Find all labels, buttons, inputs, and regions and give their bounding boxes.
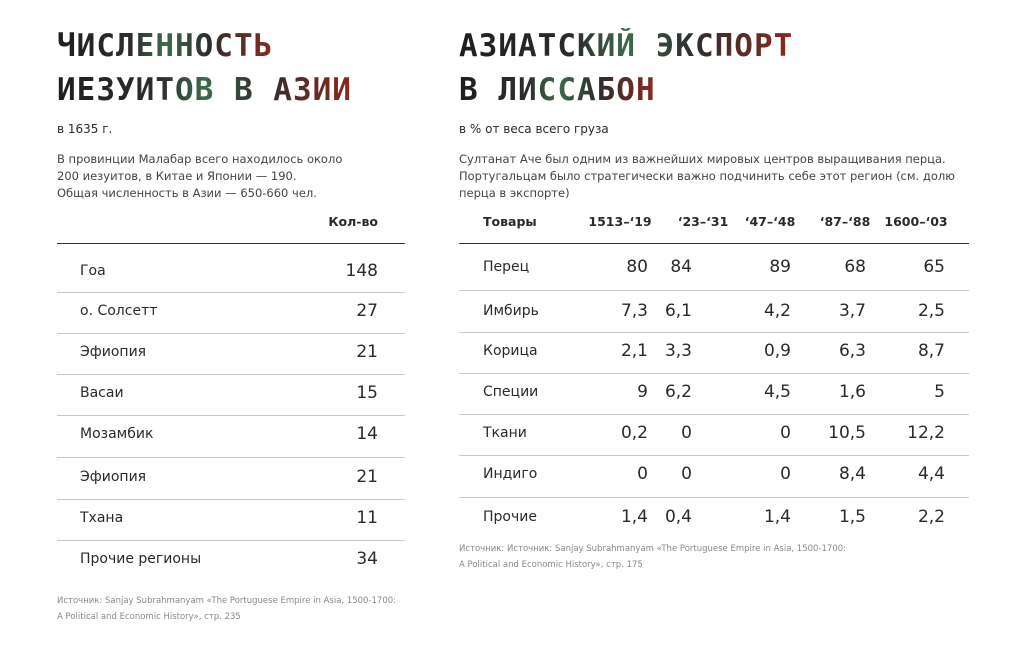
title-line: ИЕЗУИТОВ В АЗИИ [57, 72, 352, 108]
column-header: 1513–‘19 [588, 214, 652, 229]
row-value: 3,3 [664, 341, 692, 361]
description-line: Португальцам было стратегически важно по… [459, 169, 955, 183]
row-value: 1,4 [620, 507, 648, 527]
source-line: Источник: Sanjay Subrahmanyam «The Portu… [57, 596, 397, 606]
divider [459, 454, 969, 456]
column-header: ‘47–‘48 [744, 214, 796, 229]
row-value: 0 [780, 423, 791, 443]
row-value: 0 [681, 423, 692, 443]
divider [57, 539, 405, 541]
divider [57, 243, 405, 244]
row-label: Перец [483, 259, 530, 275]
description-line: Общая численность в Азии — 650-660 чел. [57, 186, 317, 200]
row-value: 1,5 [838, 507, 866, 527]
row-value: 14 [356, 424, 378, 444]
column-header: Кол-во [328, 214, 378, 229]
row-value: 65 [923, 257, 945, 277]
row-value: 4,5 [763, 382, 791, 402]
row-label: Эфиопия [80, 469, 147, 485]
row-value: 0,4 [664, 507, 692, 527]
row-value: 34 [356, 549, 378, 569]
divider [57, 498, 405, 500]
row-value: 11 [356, 508, 378, 528]
row-value: 6,2 [664, 382, 692, 402]
divider [459, 372, 969, 374]
row-value: 7,3 [620, 301, 648, 321]
row-label: Гоа [80, 263, 106, 279]
title-line: АЗИАТСКИЙ ЭКСПОРТ [459, 28, 794, 64]
divider [459, 332, 969, 333]
divider [57, 373, 405, 375]
row-label: Ткани [483, 425, 527, 441]
row-value: 148 [345, 261, 378, 281]
divider [57, 414, 405, 416]
row-value: 89 [769, 257, 791, 277]
row-label: Васаи [80, 385, 124, 401]
row-value: 80 [626, 257, 648, 277]
column-header: ‘87–‘88 [819, 214, 871, 229]
row-value: 2,2 [917, 507, 945, 527]
row-label: Мозамбик [80, 426, 154, 442]
description-line: Султанат Аче был одним из важнейших миро… [459, 152, 946, 166]
row-value: 6,1 [664, 301, 692, 321]
row-value: 8,7 [917, 341, 945, 361]
row-value: 0 [780, 464, 791, 484]
row-value: 0 [681, 464, 692, 484]
row-label: Эфиопия [80, 344, 147, 360]
description-line: перца в экспорте) [459, 186, 570, 200]
description-line: 200 иезуитов, в Китае и Японии — 190. [57, 169, 297, 183]
row-value: 3,7 [838, 301, 866, 321]
row-label: Тхана [80, 510, 124, 526]
divider [57, 456, 405, 458]
row-label: Индиго [483, 466, 538, 482]
row-value: 2,1 [620, 341, 648, 361]
row-value: 2,5 [917, 301, 945, 321]
row-value: 21 [356, 467, 378, 487]
description-line: В провинции Малабар всего находилось око… [57, 152, 343, 166]
row-value: 4,2 [763, 301, 791, 321]
row-value: 5 [934, 382, 945, 402]
row-value: 0,9 [763, 341, 791, 361]
row-value: 27 [356, 301, 378, 321]
row-value: 0,2 [620, 423, 648, 443]
row-label: Прочие регионы [80, 551, 202, 567]
row-value: 1,6 [838, 382, 866, 402]
divider [459, 413, 969, 415]
row-value: 68 [844, 257, 866, 277]
row-value: 21 [356, 342, 378, 362]
row-label: о. Солсетт [80, 303, 158, 319]
divider [57, 292, 405, 293]
row-label: Корица [483, 343, 538, 359]
subtitle: в 1635 г. [57, 122, 113, 136]
row-value: 1,4 [763, 507, 791, 527]
row-value: 10,5 [828, 423, 866, 443]
divider [459, 290, 969, 291]
row-label: Прочие [483, 509, 537, 525]
source-line: A Political and Economic History», стр. … [459, 560, 643, 570]
divider [57, 332, 405, 334]
row-label: Специи [483, 384, 539, 400]
column-header: Товары [483, 214, 537, 229]
title-line: В ЛИССАБОН [459, 72, 656, 108]
row-value: 8,4 [838, 464, 866, 484]
row-value: 15 [356, 383, 378, 403]
row-value: 12,2 [907, 423, 945, 443]
column-header: 1600–‘03 [884, 214, 948, 229]
title-line: ЧИСЛЕННОСТЬ [57, 28, 274, 64]
row-value: 9 [637, 382, 648, 402]
column-header: ‘23–‘31 [677, 214, 729, 229]
row-value: 4,4 [917, 464, 945, 484]
source-line: Источник: Источник: Sanjay Subrahmanyam … [459, 544, 846, 554]
row-label: Имбирь [483, 303, 539, 319]
divider [459, 243, 969, 244]
row-value: 6,3 [838, 341, 866, 361]
row-value: 84 [670, 257, 692, 277]
divider [459, 496, 969, 498]
source-line: A Political and Economic History», стр. … [57, 612, 241, 622]
row-value: 0 [637, 464, 648, 484]
subtitle: в % от веса всего груза [459, 122, 609, 136]
